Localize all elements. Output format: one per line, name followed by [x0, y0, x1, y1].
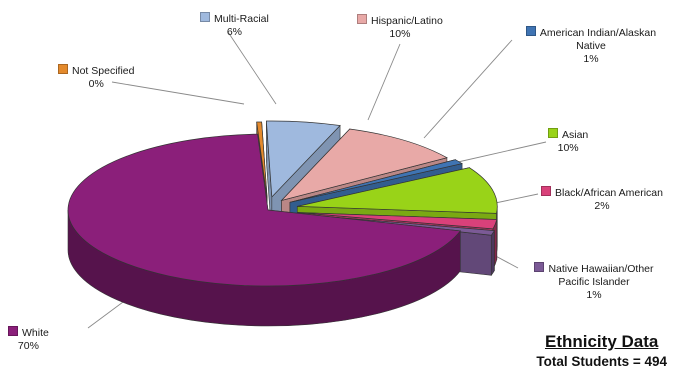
leader-line-hispanic-latino: [367, 43, 401, 121]
value-hispanic-latino: 10%: [389, 28, 411, 40]
value-native-hawaiian: 1%: [586, 289, 602, 301]
label-not-specified: Not Specified 0%: [58, 64, 134, 91]
leader-line-asian: [457, 141, 547, 163]
label-text-white: White: [22, 327, 49, 339]
leader-line-not-specified: [111, 81, 245, 105]
swatch-american-indian: [525, 26, 536, 36]
label-text-native-hawaiian: Native Hawaiian/Other Pacific Islander: [548, 263, 654, 288]
label-american-indian: American Indian/Alaskan Native 1%: [513, 26, 669, 66]
swatch-asian: [548, 128, 558, 138]
swatch-not-specified: [58, 64, 68, 74]
label-asian: Asian 10%: [548, 128, 588, 155]
label-black-african-american: Black/African American 2%: [541, 186, 663, 213]
label-text-black-african-american: Black/African American: [555, 187, 663, 199]
value-asian: 10%: [557, 142, 579, 154]
pie-slices: [67, 120, 498, 327]
label-native-hawaiian: Native Hawaiian/Other Pacific Islander 1…: [519, 262, 669, 302]
value-white: 70%: [17, 340, 39, 352]
leader-lines: [87, 31, 547, 329]
value-not-specified: 0%: [88, 78, 104, 90]
label-hispanic-latino: Hispanic/Latino 10%: [357, 14, 443, 41]
swatch-multi-racial: [200, 12, 210, 22]
label-text-hispanic-latino: Hispanic/Latino: [371, 15, 443, 27]
chart-subtitle: Total Students = 494: [536, 354, 667, 369]
swatch-white: [8, 326, 18, 336]
value-black-african-american: 2%: [594, 200, 610, 212]
value-american-indian: 1%: [583, 53, 599, 65]
label-text-not-specified: Not Specified: [72, 65, 135, 77]
swatch-black-african-american: [541, 186, 551, 196]
chart-title-block: Ethnicity Data Total Students = 494: [536, 331, 667, 371]
swatch-hispanic-latino: [357, 14, 367, 24]
leader-line-multi-racial: [227, 31, 277, 105]
label-multi-racial: Multi-Racial 6%: [200, 12, 269, 39]
label-text-asian: Asian: [562, 129, 589, 141]
label-text-multi-racial: Multi-Racial: [214, 13, 269, 25]
chart-title: Ethnicity Data: [544, 332, 659, 351]
label-text-american-indian: American Indian/Alaskan Native: [539, 27, 657, 52]
swatch-native-hawaiian: [534, 262, 545, 272]
leader-line-american-indian-alaskan-native: [423, 39, 513, 139]
value-multi-racial: 6%: [226, 26, 243, 38]
label-white: White 70%: [8, 326, 49, 353]
slice-white: [67, 133, 461, 327]
